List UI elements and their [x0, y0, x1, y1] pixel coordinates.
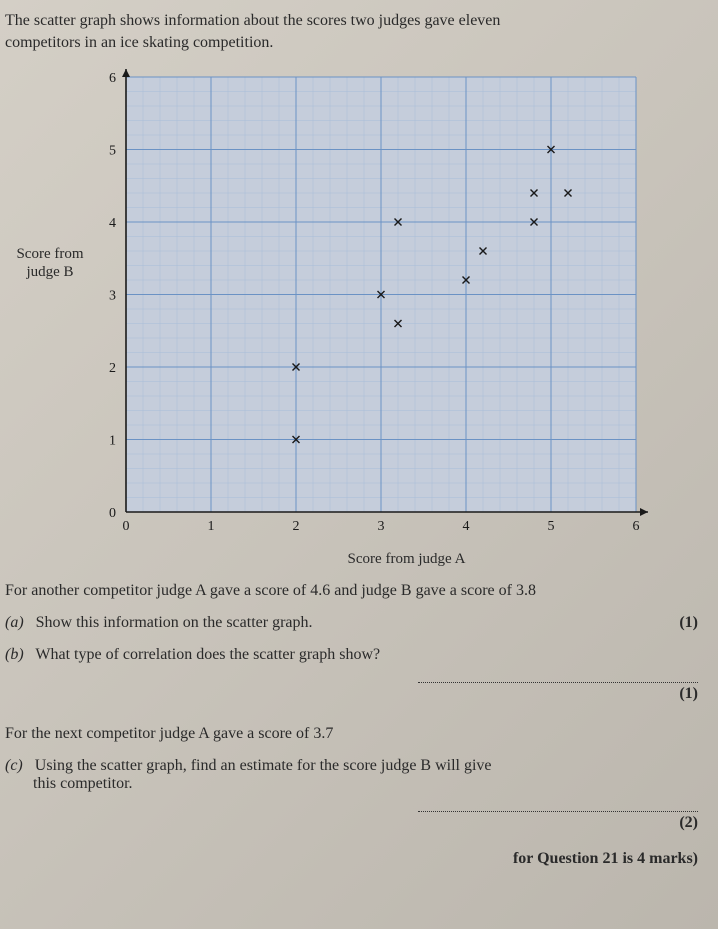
svg-text:4: 4 [463, 519, 470, 534]
question-b: (b) What type of correlation does the sc… [5, 646, 698, 664]
qa-marks: (1) [658, 614, 698, 632]
extra-competitor-text: For another competitor judge A gave a sc… [5, 582, 698, 600]
qb-text: What type of correlation does the scatte… [35, 646, 380, 663]
qc-text-1: Using the scatter graph, find an estimat… [35, 757, 492, 774]
y-axis-label: Score from judge B [15, 245, 85, 281]
svg-text:0: 0 [123, 519, 130, 534]
qc-text-2: this competitor. [33, 775, 133, 792]
total-marks: for Question 21 is 4 marks) [5, 850, 698, 868]
qb-label: (b) [5, 646, 24, 663]
scatter-chart: 0 1 2 3 4 5 6 0 1 2 3 4 5 6 [91, 65, 661, 545]
svg-text:2: 2 [293, 519, 300, 534]
qb-answer-line [5, 682, 698, 683]
svg-text:2: 2 [109, 361, 116, 376]
qc-label: (c) [5, 757, 23, 774]
x-axis-label: Score from judge A [115, 551, 698, 568]
svg-text:6: 6 [109, 71, 116, 86]
ylabel-line-1: Score from [16, 246, 83, 262]
svg-text:6: 6 [633, 519, 640, 534]
svg-text:0: 0 [109, 506, 116, 521]
chart-region: Score from judge B 0 1 2 3 4 5 6 0 1 2 3 4 5 6 [15, 65, 698, 545]
svg-text:4: 4 [109, 216, 116, 231]
scatter-svg: 0 1 2 3 4 5 6 0 1 2 3 4 5 6 [91, 65, 661, 545]
svg-text:5: 5 [548, 519, 555, 534]
intro-line-1: The scatter graph shows information abou… [5, 12, 500, 29]
svg-text:1: 1 [109, 433, 116, 448]
svg-text:3: 3 [378, 519, 385, 534]
svg-text:1: 1 [208, 519, 215, 534]
qb-marks: (1) [5, 685, 698, 703]
svg-text:3: 3 [109, 288, 116, 303]
qa-text: Show this information on the scatter gra… [36, 614, 313, 631]
question-c: (c) Using the scatter graph, find an est… [5, 757, 698, 793]
intro-line-2: competitors in an ice skating competitio… [5, 34, 273, 51]
question-a: (a) Show this information on the scatter… [5, 614, 698, 632]
qa-label: (a) [5, 614, 24, 631]
ylabel-line-2: judge B [26, 264, 73, 280]
qc-answer-line [5, 811, 698, 812]
intro-text: The scatter graph shows information abou… [5, 10, 698, 55]
qc-marks: (2) [5, 814, 698, 832]
svg-text:5: 5 [109, 143, 116, 158]
qc-intro-text: For the next competitor judge A gave a s… [5, 725, 698, 743]
